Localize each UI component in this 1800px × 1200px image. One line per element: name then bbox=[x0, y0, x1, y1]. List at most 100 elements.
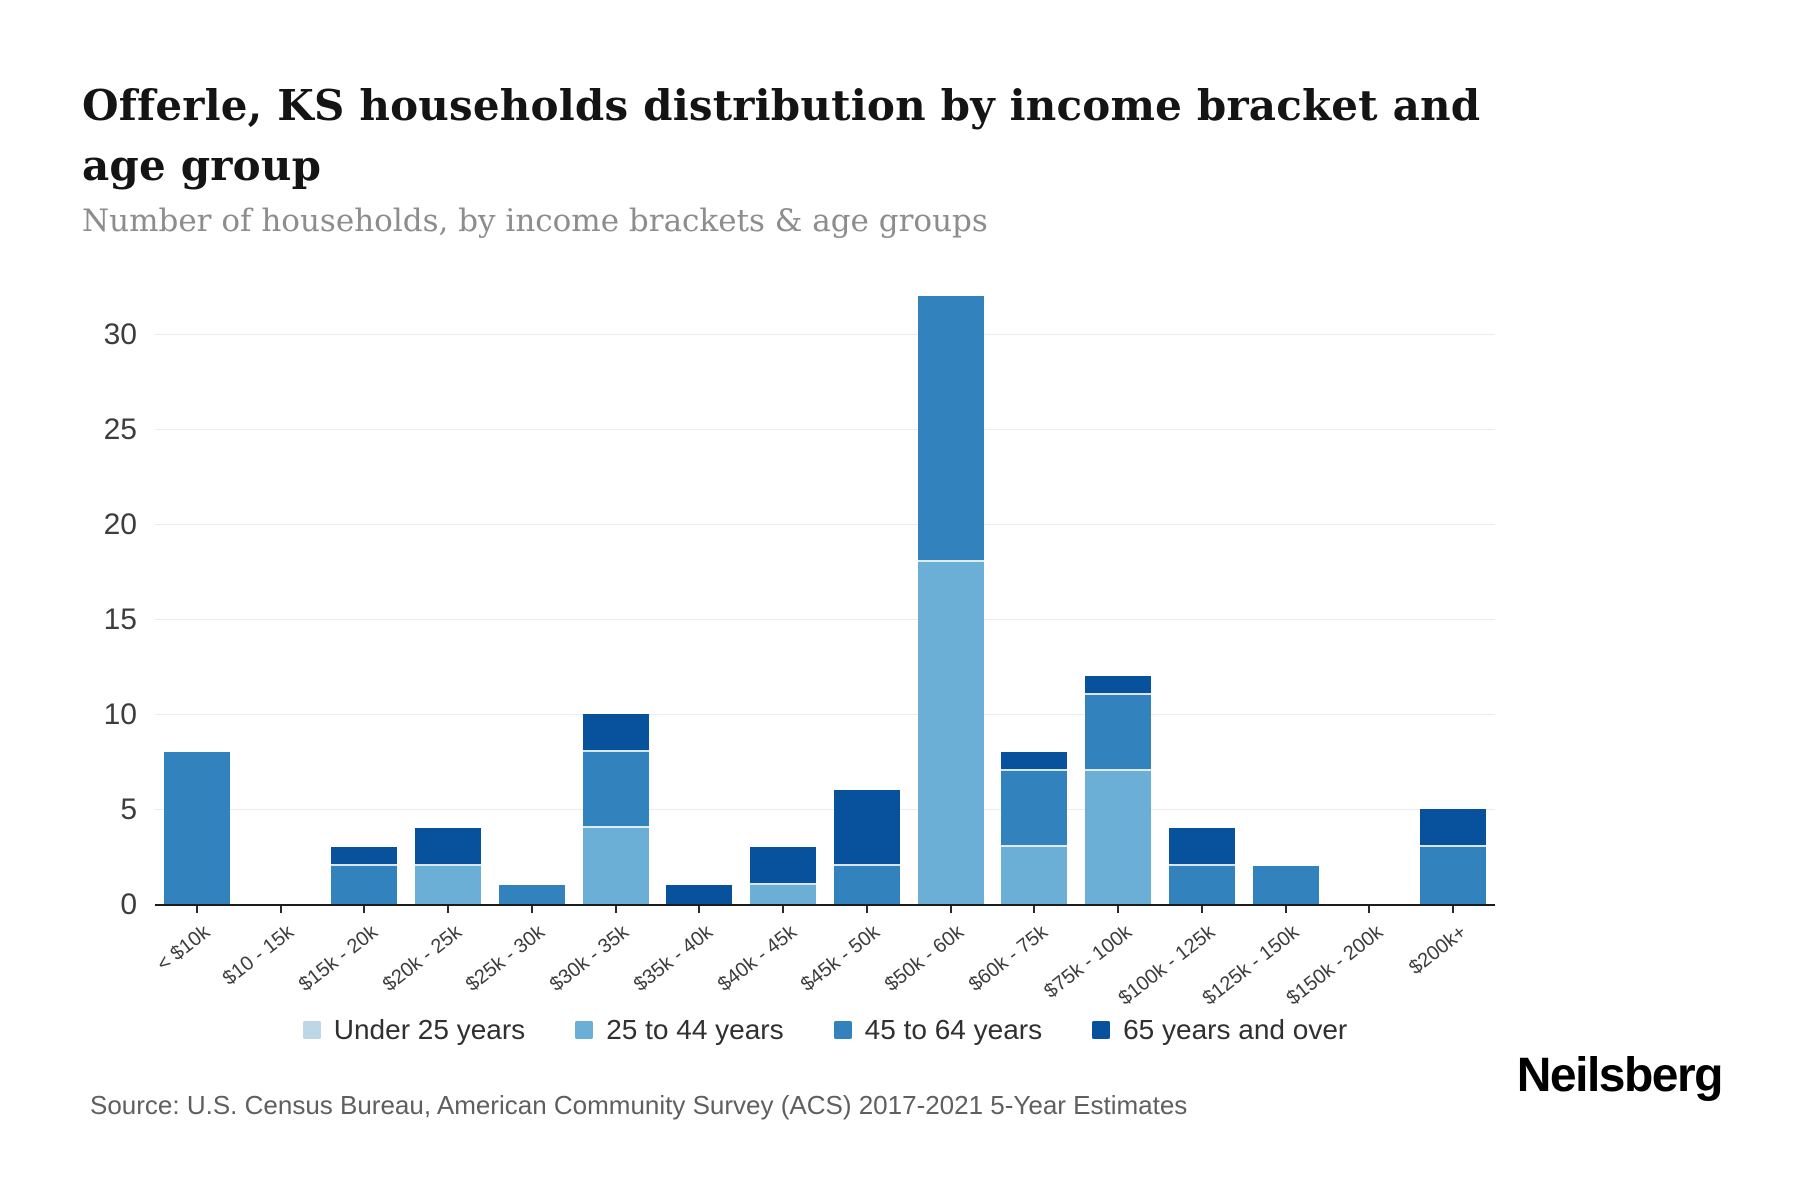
legend-label: 25 to 44 years bbox=[606, 1014, 784, 1045]
y-axis-tick-label: 5 bbox=[120, 793, 137, 826]
stacked-bar-chart: 0 5 10 15 20 25 30 < $10k $10 - 15k $15k - 20k $20… bbox=[104, 265, 1495, 1010]
bar-segment[interactable] bbox=[1001, 847, 1068, 904]
x-axis-tick bbox=[1033, 906, 1036, 913]
x-axis-tick bbox=[447, 906, 450, 913]
bar-segment[interactable] bbox=[1168, 828, 1235, 866]
bar-segment[interactable] bbox=[666, 885, 733, 904]
x-axis-tick-label: $10 - 15k bbox=[218, 921, 299, 990]
x-axis-tick-label: $25k - 30k bbox=[462, 921, 550, 996]
x-axis-tick-label: < $10k bbox=[153, 921, 215, 976]
source-note: Source: U.S. Census Bureau, American Com… bbox=[90, 1090, 1188, 1120]
bar-25k-30k bbox=[498, 885, 565, 904]
legend-item[interactable]: 65 years and over bbox=[1092, 1014, 1347, 1046]
legend-swatch-icon bbox=[1092, 1021, 1111, 1039]
bar-100k-125k bbox=[1168, 828, 1235, 904]
legend-swatch-icon bbox=[833, 1021, 852, 1039]
bar-segment[interactable] bbox=[750, 885, 817, 904]
bar-segment[interactable] bbox=[1420, 809, 1487, 847]
bar-45k-50k bbox=[833, 790, 900, 904]
bar-segment[interactable] bbox=[331, 847, 398, 866]
bar-40k-45k bbox=[750, 847, 817, 904]
bar-segment[interactable] bbox=[1085, 771, 1152, 904]
x-axis-tick bbox=[363, 906, 366, 913]
bar-segment[interactable] bbox=[331, 866, 398, 904]
bar-segment[interactable] bbox=[1085, 676, 1152, 695]
gridline-20 bbox=[155, 524, 1495, 525]
x-axis-tick bbox=[1117, 906, 1120, 913]
x-axis-tick bbox=[1452, 906, 1455, 913]
bar-35k-40k bbox=[666, 885, 733, 904]
x-axis-tick bbox=[698, 906, 701, 913]
x-axis-tick bbox=[1284, 906, 1287, 913]
bar-segment[interactable] bbox=[1420, 847, 1487, 904]
x-axis-tick bbox=[1368, 906, 1371, 913]
bar-30k-35k bbox=[582, 714, 649, 904]
gridline-25 bbox=[155, 429, 1495, 430]
x-axis-tick-label: $15k - 20k bbox=[294, 921, 382, 996]
y-axis-tick-label: 25 bbox=[103, 413, 137, 446]
x-axis-tick-label: $20k - 25k bbox=[378, 921, 466, 996]
chart-subtitle: Number of households, by income brackets… bbox=[82, 203, 988, 239]
bar-10k bbox=[163, 752, 230, 904]
bar-125k-150k bbox=[1252, 866, 1319, 904]
x-axis-tick-label: $200k+ bbox=[1404, 921, 1471, 980]
bar-segment[interactable] bbox=[1168, 866, 1235, 904]
bar-60k-75k bbox=[1001, 752, 1068, 904]
x-axis-tick bbox=[530, 906, 533, 913]
legend-item[interactable]: 25 to 44 years bbox=[575, 1014, 784, 1046]
bar-segment[interactable] bbox=[582, 828, 649, 904]
bar-200k bbox=[1420, 809, 1487, 904]
x-axis-tick bbox=[949, 906, 952, 913]
chart-title: Offerle, KS households distribution by i… bbox=[82, 81, 1481, 190]
x-axis-tick bbox=[279, 906, 282, 913]
y-axis-tick-label: 20 bbox=[103, 508, 137, 541]
x-axis-tick bbox=[614, 906, 617, 913]
neilsberg-logo: Neilsberg bbox=[1516, 1049, 1724, 1102]
bar-20k-25k bbox=[415, 828, 482, 904]
legend-swatch-icon bbox=[302, 1021, 321, 1039]
bar-segment[interactable] bbox=[1001, 771, 1068, 847]
bar-segment[interactable] bbox=[1001, 752, 1068, 771]
bar-segment[interactable] bbox=[415, 828, 482, 866]
x-axis-tick-label: $50k - 60k bbox=[881, 921, 969, 996]
x-axis-tick bbox=[195, 906, 198, 913]
y-axis-tick-label: 0 bbox=[120, 888, 137, 921]
x-axis-tick bbox=[1200, 906, 1203, 913]
gridline-5 bbox=[155, 809, 1495, 810]
legend-label: 65 years and over bbox=[1123, 1014, 1348, 1045]
gridline-10 bbox=[155, 714, 1495, 715]
bar-segment[interactable] bbox=[415, 866, 482, 904]
x-axis-tick-label: $35k - 40k bbox=[629, 921, 717, 996]
y-axis-tick-label: 30 bbox=[103, 318, 137, 351]
bar-segment[interactable] bbox=[833, 790, 900, 866]
bar-15k-20k bbox=[331, 847, 398, 904]
bar-75k-100k bbox=[1085, 676, 1152, 904]
bar-50k-60k bbox=[917, 296, 984, 904]
y-axis-tick-label: 10 bbox=[103, 698, 137, 731]
x-axis-tick bbox=[782, 906, 785, 913]
bar-segment[interactable] bbox=[833, 866, 900, 904]
bar-segment[interactable] bbox=[582, 752, 649, 828]
bar-segment[interactable] bbox=[582, 714, 649, 752]
x-axis-tick bbox=[865, 906, 868, 913]
legend-swatch-icon bbox=[575, 1021, 594, 1039]
bar-segment[interactable] bbox=[1085, 695, 1152, 771]
gridline-30 bbox=[155, 334, 1495, 335]
x-axis-line bbox=[155, 904, 1495, 906]
x-axis-tick-label: $45k - 50k bbox=[797, 921, 885, 996]
bar-segment[interactable] bbox=[498, 885, 565, 904]
y-axis-tick-label: 15 bbox=[103, 603, 137, 636]
bar-segment[interactable] bbox=[163, 752, 230, 904]
legend-label: Under 25 years bbox=[333, 1014, 526, 1045]
x-axis-tick-label: $30k - 35k bbox=[546, 921, 634, 996]
legend-label: 45 to 64 years bbox=[864, 1014, 1043, 1045]
bar-segment[interactable] bbox=[1252, 866, 1319, 904]
legend-item[interactable]: Under 25 years bbox=[302, 1014, 526, 1046]
legend-item[interactable]: 45 to 64 years bbox=[833, 1014, 1043, 1046]
chart-legend: Under 25 years 25 to 44 years 45 to 64 yea… bbox=[155, 1014, 1495, 1046]
bar-segment[interactable] bbox=[917, 296, 984, 562]
gridline-15 bbox=[155, 619, 1495, 620]
bar-segment[interactable] bbox=[750, 847, 817, 885]
bar-segment[interactable] bbox=[917, 562, 984, 904]
